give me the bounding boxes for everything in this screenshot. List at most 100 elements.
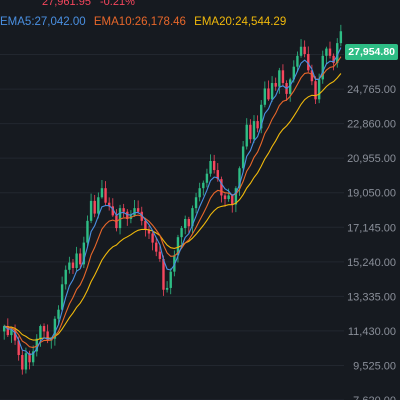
candle-up: [238, 168, 241, 189]
candle-down: [104, 188, 107, 203]
ema5-label: EMA5:27,042.00: [0, 16, 86, 28]
candle-up: [325, 48, 328, 56]
candle-down: [122, 208, 125, 212]
candle-up: [194, 197, 198, 209]
candle-up: [270, 83, 274, 100]
candle-up: [205, 173, 209, 183]
ema-legend: EMA5:27,042.00 EMA10:26,178.46 EMA20:24,…: [0, 16, 291, 28]
candle-down: [46, 331, 49, 341]
header-change: -0.21%: [100, 0, 135, 8]
candle-up: [296, 55, 299, 67]
candle-up: [57, 309, 60, 319]
candle-up: [339, 31, 343, 44]
candle-up: [263, 88, 267, 105]
candle-down: [328, 48, 332, 56]
candle-down: [144, 220, 147, 230]
candle-up: [227, 195, 230, 200]
candle-up: [86, 220, 89, 243]
ema20-label: EMA20:24,544.29: [194, 16, 287, 28]
candle-up: [97, 197, 100, 214]
candle-down: [216, 170, 219, 180]
candle-down: [6, 326, 10, 336]
last-price-tag: 27,954.80: [345, 44, 398, 60]
candle-down: [151, 233, 154, 243]
candle-down: [136, 208, 140, 212]
header-price: 27,961.95: [42, 0, 91, 8]
candle-up: [299, 46, 303, 56]
candle-up: [60, 284, 64, 310]
candle-up: [209, 160, 212, 174]
candle-down: [332, 55, 335, 64]
candle-up: [245, 124, 248, 147]
y-axis-label: 19,050.00: [347, 188, 396, 200]
candle-down: [28, 353, 31, 363]
candle-up: [68, 262, 71, 270]
ema5-line: [3, 47, 342, 356]
candle-up: [317, 79, 321, 100]
candle-down: [147, 229, 151, 234]
y-axis-label: 9,525.00: [353, 360, 396, 372]
candle-up: [89, 200, 93, 221]
candle-up: [288, 79, 292, 94]
ema10-label: EMA10:26,178.46: [93, 16, 186, 28]
candle-up: [3, 326, 6, 332]
candle-up: [278, 70, 281, 87]
candle-up: [184, 219, 187, 229]
candle-down: [281, 70, 285, 84]
candle-down: [93, 200, 96, 214]
candle-up: [10, 329, 13, 336]
candle-down: [274, 83, 277, 87]
candle-down: [187, 219, 191, 227]
candle-down: [17, 340, 20, 356]
candle-down: [314, 81, 317, 100]
candle-up: [321, 55, 324, 80]
candle-down: [71, 262, 75, 268]
candle-down: [13, 329, 17, 341]
candle-up: [82, 242, 86, 265]
y-axis-label: 17,145.00: [347, 222, 396, 234]
grid-lines: [0, 54, 344, 400]
y-axis-label: 22,860.00: [347, 119, 396, 131]
y-axis-label: 11,430.00: [348, 326, 396, 338]
candle-down: [223, 195, 227, 200]
candle-up: [169, 271, 172, 288]
candle-up: [100, 188, 104, 198]
candle-up: [260, 104, 263, 129]
candle-up: [191, 208, 194, 227]
candle-down: [231, 195, 234, 205]
candle-up: [336, 43, 339, 64]
y-axis-label: 24,765.00: [347, 84, 396, 96]
candle-up: [198, 188, 201, 198]
candles: [3, 24, 343, 375]
candle-up: [202, 182, 205, 189]
candle-up: [133, 208, 136, 216]
y-axis-label: 7,620.00: [353, 395, 396, 400]
candle-down: [21, 355, 24, 370]
candle-down: [126, 211, 129, 220]
ema10-line: [3, 56, 342, 349]
candle-up: [241, 146, 245, 169]
y-axis-label: 13,335.00: [347, 291, 396, 303]
candle-down: [220, 179, 223, 196]
candle-down: [79, 253, 82, 265]
candle-up: [180, 228, 183, 238]
header-price-row: 27,961.95 -0.21%: [42, 0, 135, 8]
candle-up: [292, 66, 295, 80]
y-axis-label: 20,955.00: [347, 153, 396, 165]
candle-up: [165, 287, 169, 290]
candle-up: [39, 326, 42, 339]
candle-up: [234, 188, 238, 205]
candle-down: [155, 242, 158, 252]
candle-down: [42, 326, 46, 332]
candle-down: [249, 124, 252, 140]
candle-up: [35, 338, 38, 352]
candle-down: [158, 251, 162, 259]
candle-down: [267, 88, 270, 100]
candle-up: [252, 121, 256, 140]
candle-down: [303, 46, 306, 55]
candle-up: [31, 351, 35, 363]
candle-down: [107, 202, 111, 207]
candle-up: [53, 318, 57, 339]
candle-down: [256, 121, 259, 129]
